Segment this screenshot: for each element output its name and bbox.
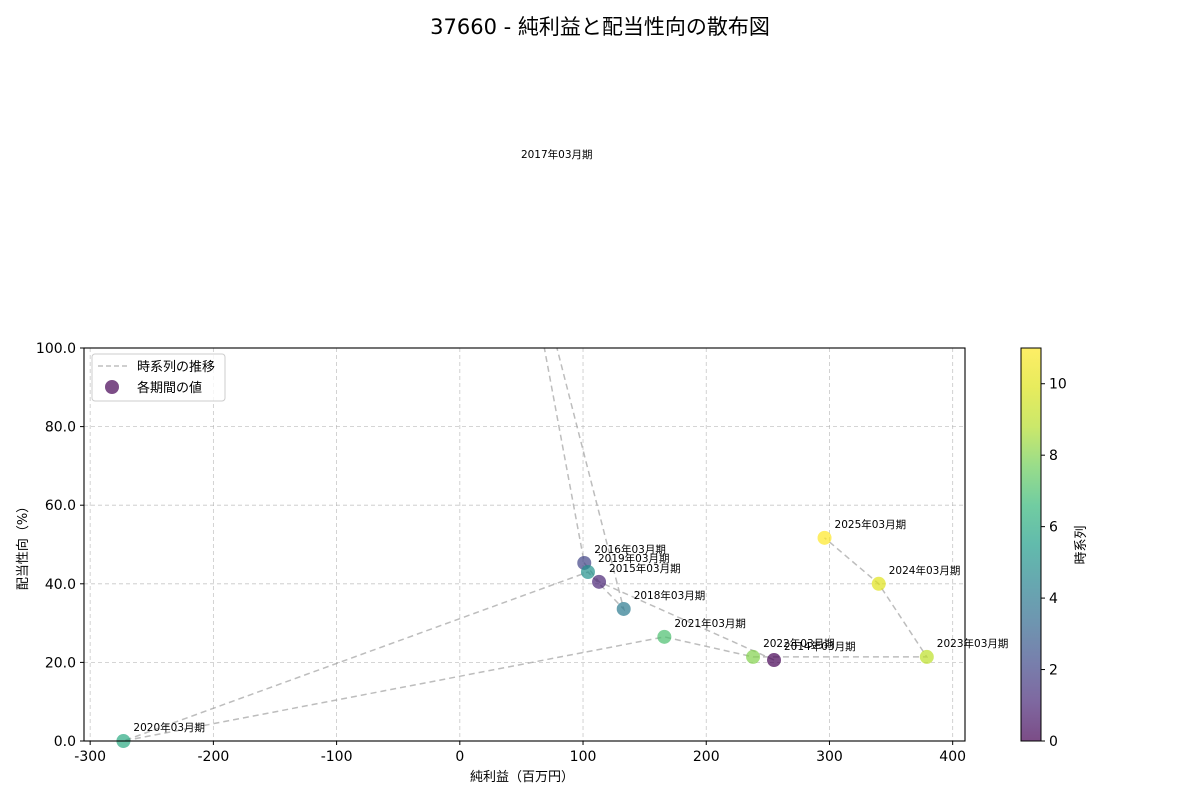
x-tick-label: 300 [816,749,843,765]
y-tick-label: 40.0 [45,577,76,593]
colorbar-tick-label: 6 [1049,520,1058,536]
point-label: 2020年03月期 [133,721,205,734]
data-point [919,649,934,664]
colorbar-tick-label: 2 [1049,663,1058,679]
data-point [616,601,631,616]
x-tick-label: -200 [197,749,229,765]
y-tick-label: 20.0 [45,655,76,671]
legend: 時系列の推移 各期間の値 [91,353,226,402]
data-point [817,530,832,545]
colorbar-tick-label: 10 [1049,377,1067,393]
time-series-path [123,348,929,741]
x-tick-label: -300 [74,749,106,765]
colorbar-ticks: 0 2 4 6 8 10 [1041,377,1067,750]
point-label: 2025年03月期 [835,518,907,531]
point-label: 2016年03月期 [594,543,666,556]
y-tick-label: 60.0 [45,498,76,514]
colorbar-frame [1020,347,1042,742]
colorbar-tick-label: 0 [1049,734,1058,750]
legend-label-values: 各期間の値 [137,380,202,396]
point-label: 2022年03月期 [763,637,835,650]
point-label: 2023年03月期 [937,637,1009,650]
data-point [580,565,595,580]
point-label: 2017年03月期 [521,148,593,161]
x-tick-label: 400 [939,749,966,765]
point-label: 2021年03月期 [674,617,746,630]
grid-lines [84,347,965,742]
x-axis-ticks: -300 -200 -100 0 100 200 300 400 [74,741,966,765]
x-axis-label: 純利益（百万円） [470,770,574,785]
y-axis-label: 配当性向（%） [15,500,31,590]
plot-frame [83,347,966,742]
data-point [746,649,761,664]
point-label: 2018年03月期 [634,589,706,602]
data-point [871,576,886,591]
x-tick-label: 100 [570,749,597,765]
legend-label-trend: 時系列の推移 [137,360,215,375]
y-tick-label: 0.0 [54,734,76,750]
data-point [592,574,607,589]
legend-marker-icon [105,380,119,394]
y-tick-label: 80.0 [45,420,76,436]
x-tick-label: -100 [321,749,353,765]
colorbar-label: 時系列 [1074,525,1089,564]
point-label: 2014年03月期 [784,640,856,653]
colorbar-gradient [1021,348,1041,741]
point-label: 2024年03月期 [889,564,961,577]
colorbar-tick-label: 4 [1049,591,1058,607]
colorbar-tick-label: 8 [1049,448,1058,464]
x-tick-label: 200 [693,749,720,765]
point-label: 2015年03月期 [609,562,681,575]
x-tick-label: 0 [455,749,464,765]
data-point [657,629,672,644]
chart-title: 37660 - 純利益と配当性向の散布図 [430,15,770,39]
y-axis-ticks: 0.0 20.0 40.0 60.0 80.0 100.0 [36,341,84,750]
colorbar: 0 2 4 6 8 10 時系列 [1020,347,1089,750]
point-label: 2019年03月期 [598,552,670,565]
data-point [767,653,782,668]
y-tick-label: 100.0 [36,341,76,357]
point-annotations: 2014年03月期 2015年03月期 2016年03月期 2017年03月期 2018… [133,148,1008,734]
trend-line [123,348,929,741]
